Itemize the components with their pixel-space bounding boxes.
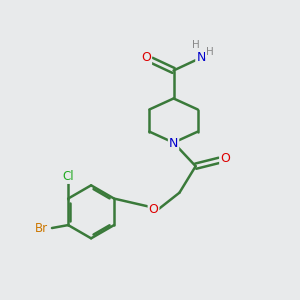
Text: Br: Br [35, 221, 48, 235]
Text: O: O [220, 152, 230, 165]
Text: O: O [148, 203, 158, 216]
Text: Cl: Cl [62, 170, 74, 183]
Text: H: H [192, 40, 200, 50]
Text: N: N [196, 51, 206, 64]
Text: N: N [169, 137, 178, 150]
Text: H: H [206, 47, 214, 57]
Text: O: O [141, 51, 151, 64]
